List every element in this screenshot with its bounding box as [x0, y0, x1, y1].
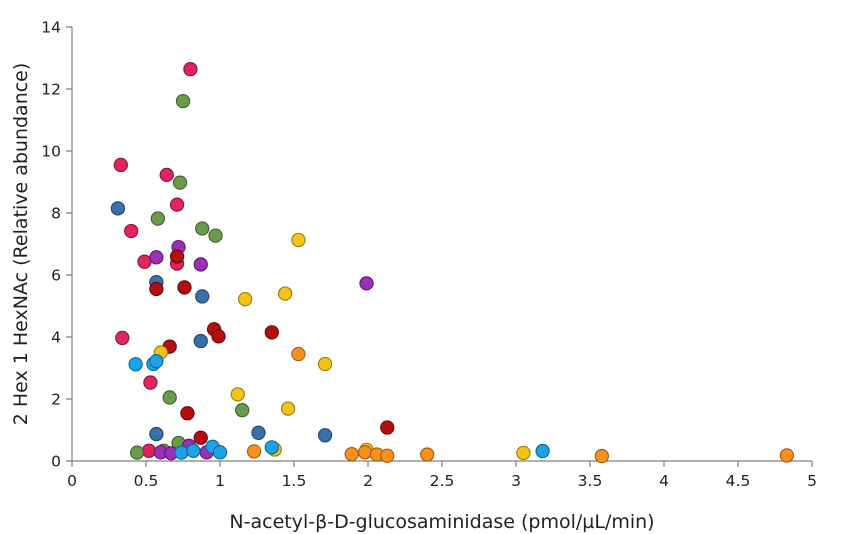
data-point [420, 447, 435, 462]
y-axis-label: 2 Hex 1 HexNAc (Relative abundance) [10, 63, 32, 426]
data-point [212, 445, 228, 460]
data-point [317, 356, 333, 372]
data-point [124, 223, 139, 239]
x-tick-label: 2 [363, 472, 373, 490]
data-point [535, 443, 550, 459]
data-point [115, 330, 130, 346]
data-point [149, 250, 164, 265]
data-point [211, 329, 226, 344]
data-point [344, 447, 359, 462]
data-point [516, 445, 531, 461]
data-point [177, 280, 192, 295]
data-point [113, 157, 128, 173]
x-tick-label: 0.5 [134, 472, 159, 490]
data-point [291, 232, 306, 248]
data-point [175, 93, 191, 109]
data-point [238, 292, 253, 307]
data-point [380, 448, 395, 463]
x-tick-label: 4 [659, 472, 669, 490]
data-point [169, 249, 185, 264]
x-tick-label: 1 [215, 472, 225, 490]
x-tick-label: 1.5 [282, 472, 307, 490]
data-point [193, 257, 208, 272]
data-point [291, 346, 306, 362]
data-point [246, 444, 262, 459]
data-point [159, 167, 174, 183]
data-point [137, 254, 152, 269]
data-point [128, 357, 143, 372]
x-tick-label: 3 [511, 472, 521, 490]
data-point [150, 211, 165, 226]
data-point [193, 430, 208, 445]
data-point [317, 428, 333, 443]
data-point [183, 62, 198, 77]
ticks: 0 0.5 1 1.5 2 2.5 3 3.5 4 4.5 5 0 2 4 6 8 10 12 14 [41, 19, 817, 491]
data-point [141, 443, 157, 458]
y-tick-label: 0 [51, 453, 61, 471]
y-tick-label: 8 [51, 205, 61, 223]
y-tick-label: 2 [51, 391, 61, 409]
data-point [162, 390, 177, 405]
y-tick-label: 14 [41, 19, 61, 37]
data-point [193, 333, 208, 349]
data-point [169, 197, 185, 212]
data-point [264, 325, 279, 340]
data-point [195, 289, 210, 304]
data-point [235, 403, 250, 418]
x-tick-label: 3.5 [578, 472, 603, 490]
data-point [230, 387, 245, 402]
data-point [208, 228, 223, 243]
y-tick-label: 12 [41, 81, 61, 99]
x-tick-label: 2.5 [430, 472, 455, 490]
x-tick-label: 0 [67, 472, 77, 490]
data-point [172, 175, 188, 190]
data-point [149, 281, 164, 297]
data-points [110, 62, 794, 464]
data-point [143, 375, 158, 390]
data-point [380, 420, 395, 435]
data-point [594, 448, 609, 464]
data-point [149, 354, 164, 369]
data-point [195, 221, 210, 236]
data-point [180, 406, 195, 421]
data-point [357, 445, 373, 460]
x-tick-label: 4.5 [726, 472, 751, 490]
y-tick-label: 4 [51, 329, 61, 347]
y-tick-label: 6 [51, 267, 61, 285]
x-axis-label: N-acetyl-β-D-glucosaminidase (pmol/µL/mi… [229, 511, 654, 533]
y-tick-label: 10 [41, 143, 61, 161]
data-point [359, 276, 374, 291]
data-point [129, 445, 145, 460]
data-point [264, 440, 279, 455]
data-point [280, 401, 296, 416]
data-point [251, 425, 266, 440]
data-point [779, 448, 794, 463]
data-point [186, 443, 201, 458]
data-point [277, 286, 293, 301]
x-tick-label: 5 [807, 472, 817, 490]
data-point [174, 445, 189, 460]
data-point [149, 426, 164, 442]
data-point [110, 201, 126, 216]
